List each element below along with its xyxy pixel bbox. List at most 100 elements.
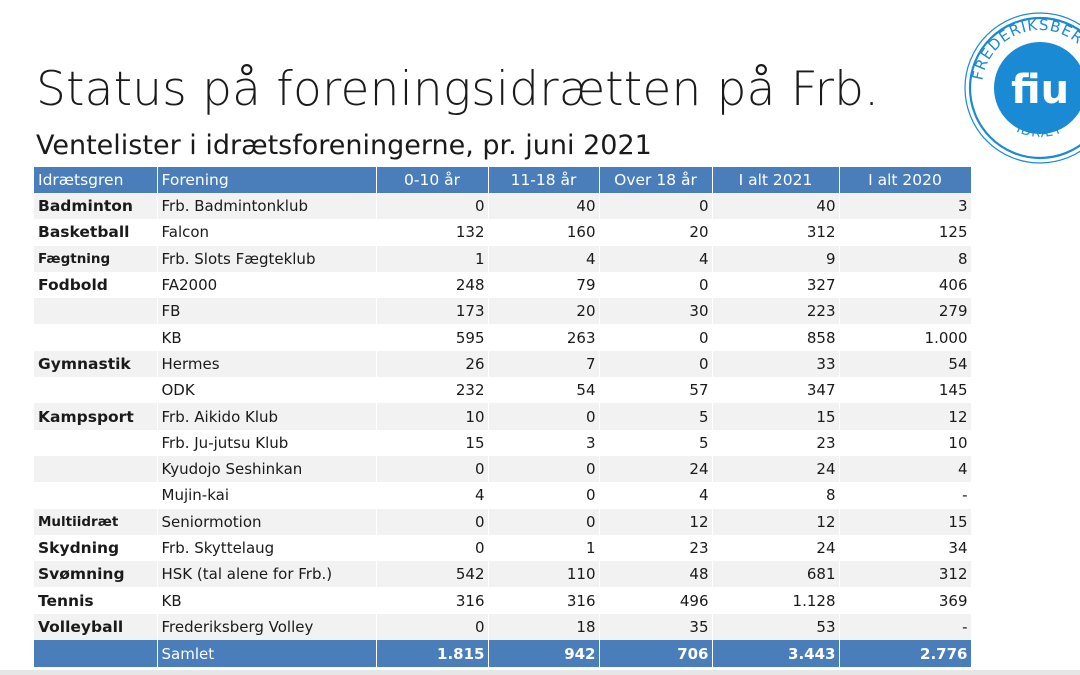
club-cell: Falcon — [157, 219, 377, 246]
total-age-over-18: 706 — [599, 640, 713, 668]
total-2020: 2.776 — [839, 640, 972, 668]
age-11-18-cell: 160 — [488, 219, 600, 246]
col-header-total-2021: I alt 2021 — [712, 167, 840, 193]
col-header-total-2020: I alt 2020 — [839, 167, 972, 193]
age-11-18-cell: 54 — [488, 377, 600, 404]
age-11-18-cell: 4 — [488, 245, 600, 272]
age-0-10-cell: 0 — [376, 534, 489, 562]
total-2020-cell: 12 — [839, 403, 972, 430]
table-row: Gymnastik Hermes 26 7 0 33 54 — [34, 350, 972, 378]
club-cell: HSK (tal alene for Frb.) — [157, 561, 377, 588]
total-2020-cell: 54 — [839, 350, 972, 378]
table-row: Kampsport Frb. Aikido Klub 10 0 5 15 12 — [34, 403, 972, 430]
total-2021-cell: 858 — [712, 324, 840, 351]
fiu-logo: FREDERIKSBERG fiu IDRÆT — [964, 12, 1080, 164]
sport-cell — [34, 377, 158, 404]
age-0-10-cell: 0 — [376, 193, 489, 220]
age-over-18-cell: 48 — [599, 561, 713, 588]
total-2020-cell: 1.000 — [839, 324, 972, 351]
table-row: FB 173 20 30 223 279 — [34, 298, 972, 325]
total-2021-cell: 33 — [712, 350, 840, 378]
col-header-age-11-18: 11-18 år — [488, 167, 600, 193]
club-cell: Frb. Badmintonklub — [157, 193, 377, 220]
club-cell: Kyudojo Seshinkan — [157, 455, 377, 483]
total-2021-cell: 24 — [712, 534, 840, 562]
total-2020-cell: 145 — [839, 377, 972, 404]
table-total-row: Samlet 1.815 942 706 3.443 2.776 — [34, 640, 972, 668]
total-2020-cell: 8 — [839, 245, 972, 272]
age-over-18-cell: 24 — [599, 455, 713, 483]
total-2021-cell: 9 — [712, 245, 840, 272]
sport-cell: Badminton — [34, 193, 158, 220]
table-row: Fodbold FA2000 248 79 0 327 406 — [34, 271, 972, 299]
table-row: KB 595 263 0 858 1.000 — [34, 324, 972, 351]
total-2021-cell: 1.128 — [712, 587, 840, 614]
total-2020-cell: 406 — [839, 271, 972, 299]
age-0-10-cell: 26 — [376, 350, 489, 378]
total-2021-cell: 23 — [712, 429, 840, 456]
total-2021-cell: 327 — [712, 271, 840, 299]
table-row: ODK 232 54 57 347 145 — [34, 377, 972, 404]
age-over-18-cell: 0 — [599, 350, 713, 378]
club-cell: Frb. Ju-jutsu Klub — [157, 429, 377, 456]
age-11-18-cell: 40 — [488, 193, 600, 220]
table-row: Multiidræt Seniormotion 0 0 12 12 15 — [34, 508, 972, 535]
club-cell: FA2000 — [157, 271, 377, 299]
age-0-10-cell: 0 — [376, 455, 489, 483]
col-header-club: Forening — [157, 167, 377, 193]
age-0-10-cell: 316 — [376, 587, 489, 614]
club-cell: Frederiksberg Volley — [157, 613, 377, 641]
sport-cell — [34, 429, 158, 456]
age-11-18-cell: 0 — [488, 455, 600, 483]
total-age-0-10: 1.815 — [376, 640, 489, 668]
age-0-10-cell: 1 — [376, 245, 489, 272]
age-over-18-cell: 496 — [599, 587, 713, 614]
age-11-18-cell: 79 — [488, 271, 600, 299]
age-0-10-cell: 0 — [376, 613, 489, 641]
table-row: Mujin-kai 4 0 4 8- — [34, 482, 972, 509]
club-cell: ODK — [157, 377, 377, 404]
total-2020-cell: 3 — [839, 193, 972, 220]
total-2020-cell: - — [839, 613, 972, 641]
col-header-age-over-18: Over 18 år — [599, 167, 713, 193]
age-over-18-cell: 12 — [599, 508, 713, 535]
total-label: Samlet — [157, 640, 377, 668]
age-11-18-cell: 0 — [488, 508, 600, 535]
age-11-18-cell: 0 — [488, 482, 600, 509]
total-2021-cell: 53 — [712, 613, 840, 641]
waitlist-table: Idrætsgren Forening 0-10 år 11-18 år Ove… — [34, 167, 972, 668]
club-cell: Hermes — [157, 350, 377, 378]
age-over-18-cell: 23 — [599, 534, 713, 562]
club-cell: Frb. Skyttelaug — [157, 534, 377, 562]
total-2020-cell: 369 — [839, 587, 972, 614]
slide-title: Status på foreningsidrætten på Frb. — [36, 62, 880, 117]
club-cell: KB — [157, 324, 377, 351]
sport-cell: Basketball — [34, 219, 158, 246]
sport-cell — [34, 324, 158, 351]
club-cell: Mujin-kai — [157, 482, 377, 509]
age-11-18-cell: 7 — [488, 350, 600, 378]
table-row: Frb. Ju-jutsu Klub 15 3 5 23 10 — [34, 429, 972, 456]
age-over-18-cell: 20 — [599, 219, 713, 246]
logo-bottom-text: IDRÆT — [1014, 121, 1064, 141]
table-row: Badminton Frb. Badmintonklub 0 40 0 40 3 — [34, 193, 972, 220]
age-11-18-cell: 3 — [488, 429, 600, 456]
sport-cell — [34, 298, 158, 325]
total-age-11-18: 942 — [488, 640, 600, 668]
total-2020-cell: 10 — [839, 429, 972, 456]
total-2021-cell: 40 — [712, 193, 840, 220]
age-over-18-cell: 5 — [599, 403, 713, 430]
age-0-10-cell: 10 — [376, 403, 489, 430]
table-row: Fægtning Frb. Slots Fægteklub 1 4 4 9 8 — [34, 245, 972, 272]
age-0-10-cell: 132 — [376, 219, 489, 246]
table-row: Svømning HSK (tal alene for Frb.) 542 110 48… — [34, 561, 972, 588]
age-0-10-cell: 0 — [376, 508, 489, 535]
age-0-10-cell: 173 — [376, 298, 489, 325]
sport-cell: Svømning — [34, 561, 158, 588]
table-row: Skydning Frb. Skyttelaug 0 1 23 24 34 — [34, 534, 972, 562]
total-2021-cell: 15 — [712, 403, 840, 430]
total-2021-cell: 312 — [712, 219, 840, 246]
total-2020-cell: - — [839, 482, 972, 509]
age-over-18-cell: 0 — [599, 324, 713, 351]
col-header-sport: Idrætsgren — [34, 167, 158, 193]
